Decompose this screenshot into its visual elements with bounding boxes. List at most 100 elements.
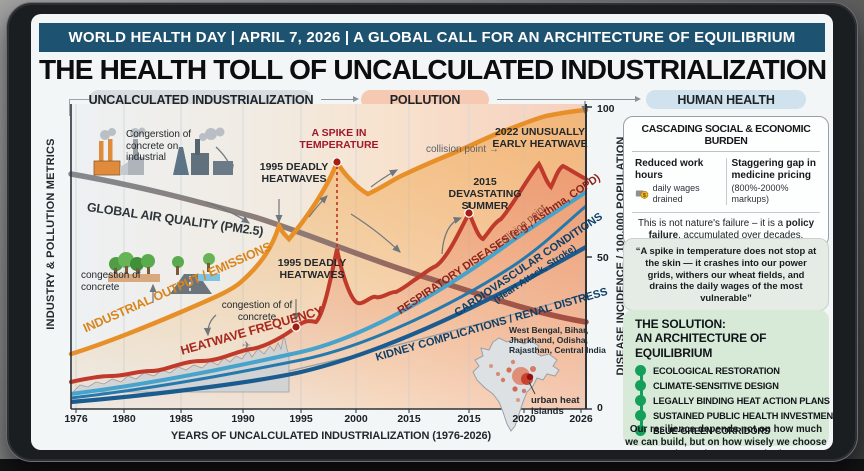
burden-title: CASCADING SOCIAL & ECONOMIC BURDEN <box>632 123 820 152</box>
spike-label: A SPIKE IN TEMPERATURE <box>299 127 379 152</box>
trees-road-icon <box>108 252 220 294</box>
solution-item-label: BLUE-GREEN CORRIDORS <box>653 425 770 436</box>
flow-arrow-icon <box>321 96 359 102</box>
factory-note: Congerstion of concrete on industrial <box>126 129 192 163</box>
connector-line <box>69 99 70 116</box>
burden-panel: CASCADING SOCIAL & ECONOMIC BURDEN Reduc… <box>623 116 829 248</box>
heat-spots <box>489 359 536 402</box>
burden-note: This is not nature's failure – it is a p… <box>632 211 820 242</box>
burden-col2-title: Staggering gap in medicine pricing <box>731 158 816 181</box>
early-heatwave-2022-label: 2022 UNUSUALLY EARLY HEATWAVE <box>492 126 588 151</box>
deadly-heatwaves-1995-lower: 1995 DEADLY HEATWAVES <box>277 257 347 282</box>
smoke-puffs <box>100 127 225 141</box>
solution-item-label: ECOLOGICAL RESTORATION <box>653 365 780 376</box>
burden-note-pre: This is not nature's failure – it is a <box>637 217 786 229</box>
quote-text: “A spike in temperature does not stop at… <box>635 245 817 304</box>
kidney-line <box>70 245 588 405</box>
devastating-summer-2015-label: 2015 DEVASTATING SUMMER <box>448 176 522 213</box>
tablet-frame: WORLD HEALTH DAY | APRIL 7, 2026 | A GLO… <box>6 2 858 462</box>
event-dots <box>291 157 474 332</box>
bullet-dot-icon <box>635 380 646 392</box>
india-map <box>472 337 560 432</box>
y-tick-50: 50 <box>597 252 609 264</box>
soil <box>108 274 160 282</box>
heatwave-line <box>69 160 588 384</box>
x-tick: 2000 <box>344 413 368 425</box>
deadly-heatwaves-1995-upper: 1995 DEADLY HEATWAVES <box>259 161 329 186</box>
map-pointer-line <box>528 381 536 395</box>
left-axis-title: INDUSTRY & POLLUTION METRICS <box>45 138 57 330</box>
solution-item-label: SUSTAINED PUBLIC HEALTH INVESTMENT <box>653 410 833 421</box>
quote-panel: “A spike in temperature does not stop at… <box>623 238 829 311</box>
x-tick: 1976 <box>64 413 88 425</box>
list-item: ECOLOGICAL RESTORATION <box>635 365 819 377</box>
factory-icon <box>93 127 233 176</box>
x-axis-title: YEARS OF UNCALCULATED INDUSTRIALIZATION … <box>170 430 492 442</box>
list-item: LEGALLY BINDING HEAT ACTION PLANS <box>635 395 830 407</box>
air-quality-line <box>68 171 589 325</box>
burden-col-medicine: Staggering gap in medicine pricing (800%… <box>729 156 821 207</box>
plane-icon: ✈ <box>242 340 251 352</box>
burden-columns: Reduced work hours $ daily wages drained <box>632 156 820 207</box>
banner-text: WORLD HEALTH DAY | APRIL 7, 2026 | A GLO… <box>68 29 796 46</box>
x-tick: 1980 <box>112 413 136 425</box>
solution-list: ECOLOGICAL RESTORATION CLIMATE-SENSITIVE… <box>635 365 833 437</box>
solution-title-line2: AN ARCHITECTURE OF EQUILIBRIUM <box>635 331 767 360</box>
water <box>198 274 220 281</box>
spike-dot <box>332 157 342 167</box>
page-title: THE HEALTH TOLL OF UNCALCULATED INDUSTRI… <box>39 54 827 85</box>
trees <box>109 252 215 276</box>
map-regions-label: West Bengal, Bihar, Jharkhand, Odisha, R… <box>509 325 606 355</box>
cardio-line <box>70 204 587 400</box>
bullet-dot-icon <box>635 395 646 407</box>
y-tick-100: 100 <box>597 103 615 115</box>
list-item: CLIMATE-SENSITIVE DESIGN <box>635 380 819 392</box>
heatwave-area <box>71 164 586 409</box>
bullet-dot-icon <box>635 410 646 422</box>
solution-title-line1: THE SOLUTION: <box>635 317 726 331</box>
axes <box>70 104 592 413</box>
banner: WORLD HEALTH DAY | APRIL 7, 2026 | A GLO… <box>39 23 825 52</box>
india-outline <box>472 337 560 432</box>
svg-text:$: $ <box>643 193 646 199</box>
list-item: BLUE-GREEN CORRIDORS <box>635 425 819 437</box>
x-tick: 2015 <box>457 413 481 425</box>
section-pill-human-health: HUMAN HEALTH <box>646 90 806 109</box>
x-tick: 2020 <box>512 413 536 425</box>
burden-col1-sub: daily wages drained <box>652 183 700 204</box>
heatwave-1995-dot <box>291 322 301 332</box>
x-tick: 1995 <box>289 413 313 425</box>
concrete-note-2: congestion of of concrete <box>221 300 293 323</box>
city-skyline-silhouette: ✈ <box>72 293 587 393</box>
burden-col-work-hours: Reduced work hours $ daily wages drained <box>632 156 724 207</box>
list-item: SUSTAINED PUBLIC HEALTH INVESTMENT <box>635 410 833 422</box>
coin-icon: $ <box>635 190 649 199</box>
concrete-note-1: congestion of concrete <box>81 270 141 293</box>
x-tick: 2015 <box>397 413 421 425</box>
x-tick: 2026 <box>569 413 593 425</box>
solution-title: THE SOLUTION: AN ARCHITECTURE OF EQUILIB… <box>635 317 819 360</box>
infographic-screen: WORLD HEALTH DAY | APRIL 7, 2026 | A GLO… <box>31 14 833 450</box>
connector-line <box>69 99 89 100</box>
collision-point-label: collision point → <box>426 144 499 155</box>
summer-2015-dot <box>464 208 474 218</box>
y-tick-0: 0 <box>597 402 603 414</box>
closing-statement: Our resilience depends not on how much w… <box>625 424 827 450</box>
burden-col2-sub: (800%-2000% markups) <box>731 183 789 204</box>
factory-buildings <box>93 139 233 176</box>
urban-heat-islands-label: urban heat islands <box>531 395 580 417</box>
table-surface <box>0 459 864 471</box>
bullet-dot-icon <box>635 425 646 437</box>
flow-arrow-icon <box>497 96 641 102</box>
bullet-dot-icon <box>635 365 646 377</box>
burden-note-post: , accumulated over decades. <box>678 229 804 241</box>
solution-item-label: CLIMATE-SENSITIVE DESIGN <box>653 380 779 391</box>
burden-note-bold: policy failure <box>648 217 815 241</box>
column-divider <box>725 158 727 205</box>
x-tick: 1985 <box>169 413 193 425</box>
respiratory-line <box>70 190 588 396</box>
x-tick: 1990 <box>231 413 255 425</box>
burden-col1-title: Reduced work hours <box>635 158 704 181</box>
solution-item-label: LEGALLY BINDING HEAT ACTION PLANS <box>653 395 830 406</box>
